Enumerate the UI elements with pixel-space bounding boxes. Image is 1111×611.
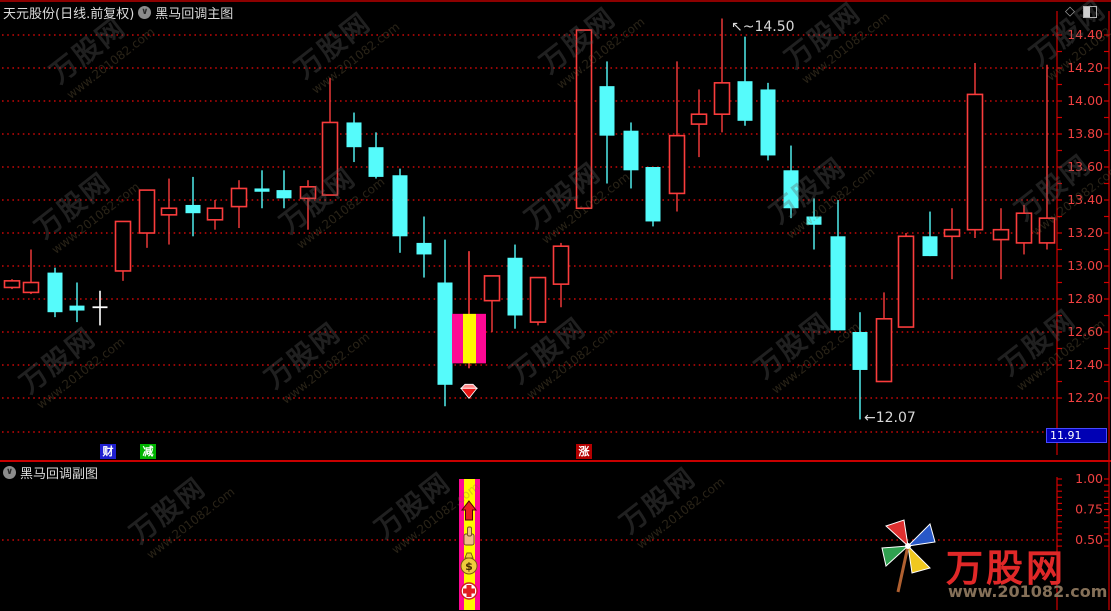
svg-text:14.00: 14.00 (1067, 93, 1103, 108)
svg-text:13.40: 13.40 (1067, 192, 1103, 207)
svg-text:1.00: 1.00 (1075, 471, 1103, 486)
svg-text:12.20: 12.20 (1067, 390, 1103, 405)
site-url: www.201082.com (948, 582, 1108, 601)
sub-indicator-axis: 1.00 0.75 0.50 (2, 471, 1109, 547)
window-controls: ◇ (1065, 4, 1097, 19)
last-price-tag: 11.91 (1046, 428, 1107, 443)
svg-text:↖~14.50: ↖~14.50 (731, 19, 795, 35)
indicator-badge-cai: 财 (100, 444, 116, 459)
price-axis: 14.40 14.20 14.00 13.80 13.60 13.40 13.20 13.00… (2, 27, 1109, 433)
svg-text:13.20: 13.20 (1067, 225, 1103, 240)
chevron-down-icon[interactable]: ∨ (138, 6, 152, 19)
site-logo: 万股网 www.201082.com (878, 516, 1108, 608)
money-bag-icon: $ (460, 552, 478, 575)
indicator-badge-jian: 减 (140, 444, 156, 459)
main-indicator-name[interactable]: 黑马回调主图 (155, 7, 234, 22)
main-chart-header: 天元股份(日线.前复权) ∨ 黑马回调主图 (3, 3, 233, 22)
chevron-down-icon[interactable]: ∨ (3, 466, 16, 479)
svg-text:←12.07: ←12.07 (864, 410, 916, 426)
svg-text:14.40: 14.40 (1067, 27, 1103, 42)
diamond-icon[interactable]: ◇ (1065, 4, 1075, 19)
svg-text:12.40: 12.40 (1067, 357, 1103, 372)
signal-bar: $ (459, 479, 480, 610)
svg-text:14.20: 14.20 (1067, 60, 1103, 75)
pinwheel-icon (881, 519, 936, 593)
svg-text:$: $ (465, 560, 473, 573)
up-arrow-icon (460, 500, 478, 521)
svg-text:13.60: 13.60 (1067, 159, 1103, 174)
sub-chart-header: ∨ 黑马回调副图 (3, 463, 98, 482)
svg-text:0.75: 0.75 (1075, 502, 1103, 517)
svg-text:13.80: 13.80 (1067, 126, 1103, 141)
medical-cross-icon (460, 582, 478, 600)
site-name: 万股网 (946, 547, 1066, 590)
svg-text:12.80: 12.80 (1067, 291, 1103, 306)
svg-text:13.00: 13.00 (1067, 258, 1103, 273)
svg-text:12.60: 12.60 (1067, 324, 1103, 339)
candles (3, 18, 1056, 420)
price-annotations: ↖~14.50 ←12.07 (731, 19, 916, 426)
svg-text:0.50: 0.50 (1075, 532, 1103, 547)
stock-title: 天元股份(日线.前复权) (3, 7, 135, 22)
pointing-hand-icon (463, 526, 475, 546)
gem-icon (460, 383, 478, 399)
split-window-icon[interactable] (1083, 5, 1097, 18)
indicator-badge-zhang: 涨 (576, 444, 592, 459)
sub-indicator-name[interactable]: 黑马回调副图 (20, 467, 99, 482)
